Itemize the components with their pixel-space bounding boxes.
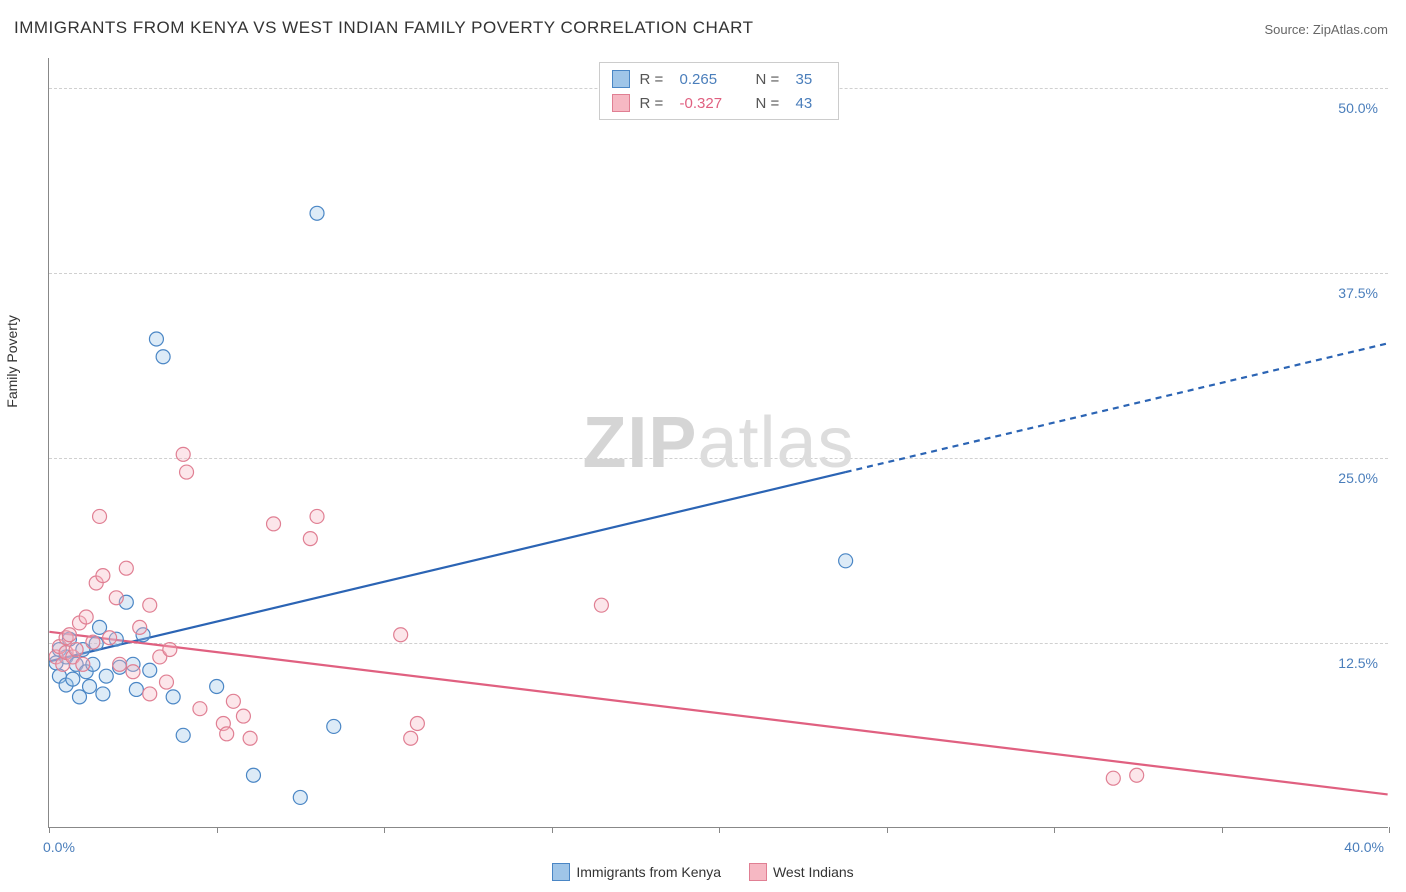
data-point-west_indians (410, 716, 424, 730)
legend-swatch-west-indians-icon (749, 863, 767, 881)
r-value-kenya: 0.265 (680, 71, 752, 88)
data-point-west_indians (76, 657, 90, 671)
chart-title: IMMIGRANTS FROM KENYA VS WEST INDIAN FAM… (14, 18, 754, 38)
data-point-west_indians (69, 643, 83, 657)
data-point-west_indians (86, 635, 100, 649)
regression-line-kenya (49, 472, 845, 661)
data-point-west_indians (143, 598, 157, 612)
x-tick (887, 827, 888, 833)
legend-swatch-west-indians (612, 94, 630, 112)
source-credit: Source: ZipAtlas.com (1264, 22, 1388, 37)
data-point-kenya (149, 332, 163, 346)
legend-label-kenya: Immigrants from Kenya (576, 864, 721, 880)
data-point-kenya (327, 719, 341, 733)
data-point-west_indians (267, 517, 281, 531)
regression-line-dash-kenya (846, 343, 1388, 472)
data-point-west_indians (236, 709, 250, 723)
data-point-west_indians (220, 727, 234, 741)
data-point-kenya (166, 690, 180, 704)
r-value-west-indians: -0.327 (680, 95, 752, 112)
correlation-legend: R = 0.265 N = 35 R = -0.327 N = 43 (599, 62, 839, 120)
data-point-west_indians (93, 509, 107, 523)
n-label: N = (756, 95, 792, 112)
data-point-west_indians (176, 447, 190, 461)
data-point-west_indians (310, 509, 324, 523)
data-point-kenya (66, 672, 80, 686)
n-value-west-indians: 43 (796, 95, 826, 112)
data-point-west_indians (143, 687, 157, 701)
data-point-west_indians (1130, 768, 1144, 782)
data-point-west_indians (303, 532, 317, 546)
x-tick (1222, 827, 1223, 833)
data-point-west_indians (133, 620, 147, 634)
x-tick (1389, 827, 1390, 833)
data-point-kenya (176, 728, 190, 742)
data-point-west_indians (62, 628, 76, 642)
legend-row-kenya: R = 0.265 N = 35 (612, 67, 826, 91)
x-tick (1054, 827, 1055, 833)
data-point-west_indians (180, 465, 194, 479)
r-label: R = (640, 71, 676, 88)
n-label: N = (756, 71, 792, 88)
r-label: R = (640, 95, 676, 112)
data-point-west_indians (243, 731, 257, 745)
data-point-west_indians (404, 731, 418, 745)
data-point-kenya (839, 554, 853, 568)
chart-container: IMMIGRANTS FROM KENYA VS WEST INDIAN FAM… (0, 0, 1406, 892)
data-point-west_indians (79, 610, 93, 624)
x-tick (384, 827, 385, 833)
legend-row-west-indians: R = -0.327 N = 43 (612, 91, 826, 115)
data-point-kenya (96, 687, 110, 701)
data-point-kenya (83, 680, 97, 694)
data-point-west_indians (109, 591, 123, 605)
data-point-west_indians (159, 675, 173, 689)
legend-swatch-kenya (612, 70, 630, 88)
x-tick (552, 827, 553, 833)
data-point-west_indians (119, 561, 133, 575)
x-tick (719, 827, 720, 833)
legend-swatch-kenya-icon (552, 863, 570, 881)
chart-svg (49, 58, 1388, 827)
legend-label-west-indians: West Indians (773, 864, 854, 880)
series-legend: Immigrants from Kenya West Indians (0, 863, 1406, 884)
data-point-west_indians (113, 657, 127, 671)
data-point-kenya (129, 682, 143, 696)
data-point-kenya (246, 768, 260, 782)
x-tick-label-max: 40.0% (1344, 839, 1384, 855)
x-tick (217, 827, 218, 833)
y-axis-label: Family Poverty (4, 315, 20, 408)
data-point-kenya (310, 206, 324, 220)
data-point-kenya (293, 790, 307, 804)
data-point-kenya (99, 669, 113, 683)
data-point-west_indians (126, 665, 140, 679)
data-point-kenya (210, 680, 224, 694)
data-point-west_indians (594, 598, 608, 612)
data-point-west_indians (163, 643, 177, 657)
x-tick-label-min: 0.0% (43, 839, 75, 855)
legend-item-west-indians: West Indians (749, 863, 854, 881)
plot-area: ZIPatlas 12.5%25.0%37.5%50.0% 0.0% 40.0%… (48, 58, 1388, 828)
data-point-kenya (156, 350, 170, 364)
legend-item-kenya: Immigrants from Kenya (552, 863, 721, 881)
data-point-west_indians (1106, 771, 1120, 785)
n-value-kenya: 35 (796, 71, 826, 88)
x-tick (49, 827, 50, 833)
data-point-west_indians (96, 569, 110, 583)
data-point-kenya (143, 663, 157, 677)
data-point-west_indians (103, 631, 117, 645)
data-point-west_indians (394, 628, 408, 642)
data-point-west_indians (226, 694, 240, 708)
data-point-west_indians (193, 702, 207, 716)
